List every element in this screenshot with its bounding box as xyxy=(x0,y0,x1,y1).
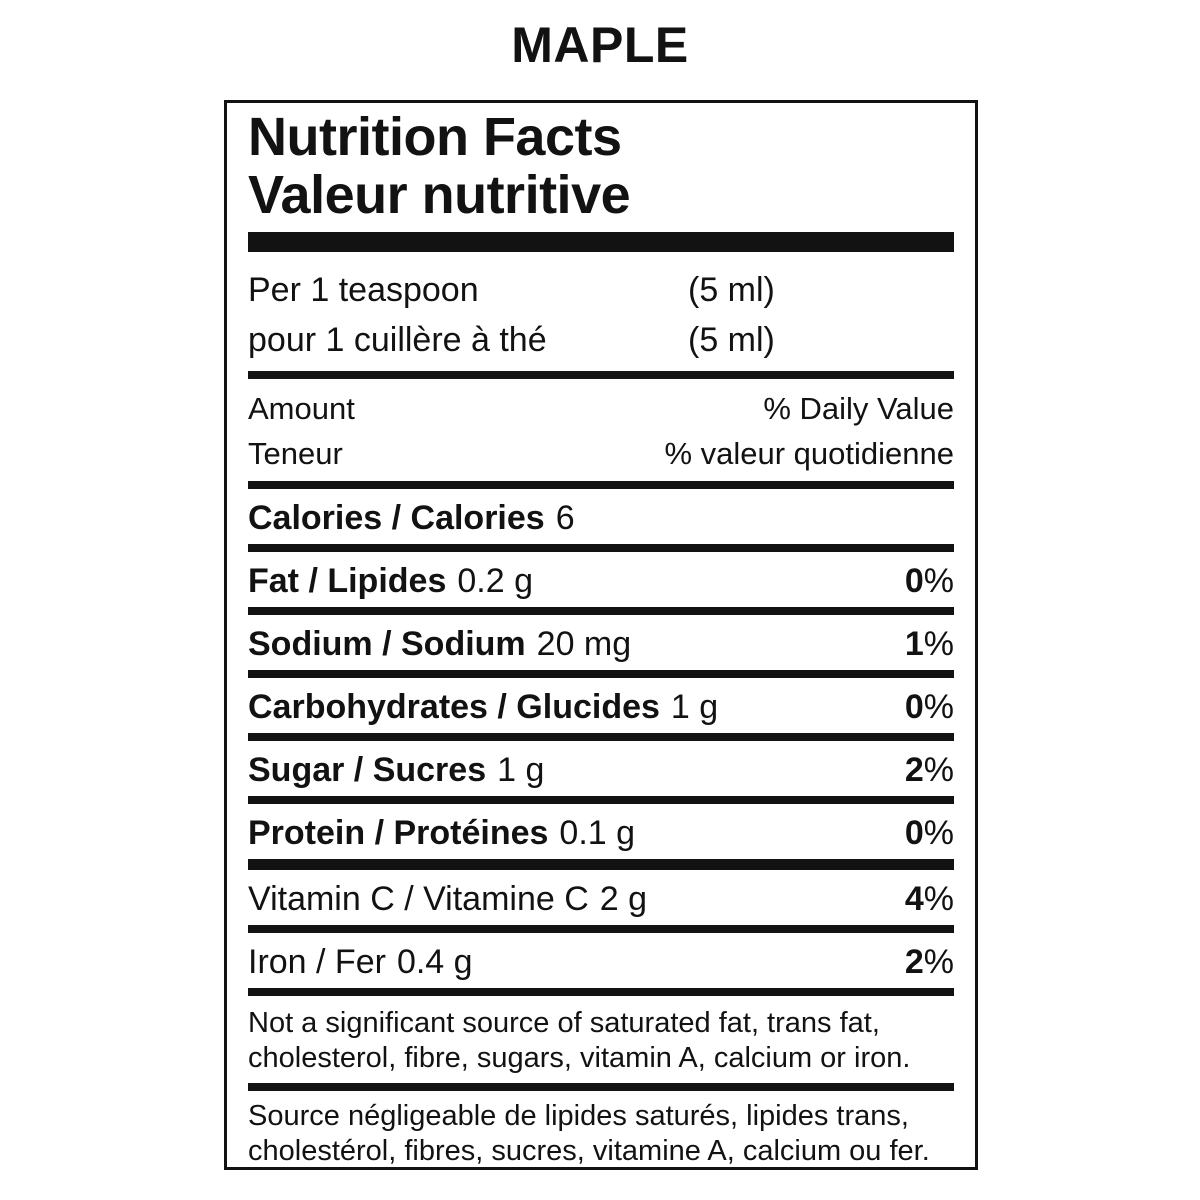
nutrient-name: Sodium / Sodium xyxy=(248,625,526,663)
divider xyxy=(248,371,954,379)
daily-value-header-line-fr: Teneur % valeur quotidienne xyxy=(248,431,954,476)
nutrient-amount: 0.2 g xyxy=(457,562,533,600)
footnote-en: Not a significant source of saturated fa… xyxy=(248,1007,911,1074)
page-title: MAPLE xyxy=(511,17,689,73)
nutrient-amount: 1 g xyxy=(670,688,719,726)
nutrient-row: Sugar / Sucres 1 g 2% xyxy=(248,741,954,804)
nutrient-left: Carbohydrates / Glucides 1 g xyxy=(248,687,718,727)
nutrient-left: Protein / Protéines 0.1 g xyxy=(248,813,635,853)
label-title-en: Nutrition Facts xyxy=(248,107,622,167)
daily-value-label-fr: % valeur quotidienne xyxy=(664,436,954,471)
nutrient-amount: 6 xyxy=(555,499,575,537)
daily-value-percent: 0% xyxy=(904,814,954,852)
nutrient-left: Sodium / Sodium 20 mg xyxy=(248,624,631,664)
daily-value-label-en: % Daily Value xyxy=(763,391,954,426)
serving-line-en: Per 1 teaspoon (5 ml) xyxy=(248,265,954,315)
daily-value-percent: 2% xyxy=(904,751,954,789)
nutrient-name: Carbohydrates / Glucides xyxy=(248,688,660,726)
serving-size-fr: pour 1 cuillère à thé xyxy=(248,321,547,359)
amount-label-en: Amount xyxy=(248,391,355,426)
amount-label-fr: Teneur xyxy=(248,436,343,471)
nutrient-name: Protein / Protéines xyxy=(248,814,549,852)
nutrient-row: Protein / Protéines 0.1 g 0% xyxy=(248,804,954,870)
nutrient-amount: 20 mg xyxy=(536,625,632,663)
nutrient-left: Iron / Fer 0.4 g xyxy=(248,942,473,982)
serving-line-fr: pour 1 cuillère à thé (5 ml) xyxy=(248,315,954,365)
nutrition-label: Nutrition Facts Valeur nutritive Per 1 t… xyxy=(224,100,978,1170)
nutrient-amount: 2 g xyxy=(599,880,648,918)
nutrient-left: Sugar / Sucres 1 g xyxy=(248,750,544,790)
nutrient-row: Fat / Lipides 0.2 g 0% xyxy=(248,552,954,615)
daily-value-percent: 0% xyxy=(904,688,954,726)
footnote-fr: Source négligeable de lipides saturés, l… xyxy=(248,1100,930,1167)
nutrient-name: Fat / Lipides xyxy=(248,562,447,600)
serving-section: Per 1 teaspoon (5 ml) pour 1 cuillère à … xyxy=(248,252,954,371)
nutrient-left: Calories / Calories 6 xyxy=(248,498,575,538)
daily-value-percent: 2% xyxy=(904,943,954,981)
nutrient-row: Sodium / Sodium 20 mg 1% xyxy=(248,615,954,678)
nutrient-left: Vitamin C / Vitamine C 2 g xyxy=(248,879,647,919)
nutrient-rows: Calories / Calories 6 Fat / Lipides 0.2 g … xyxy=(248,489,954,996)
nutrient-name: Calories / Calories xyxy=(248,499,545,537)
label-title: Nutrition Facts Valeur nutritive xyxy=(248,103,954,224)
divider xyxy=(248,481,954,489)
serving-metric-fr: (5 ml) xyxy=(688,321,775,359)
daily-value-percent: 1% xyxy=(904,625,954,663)
nutrient-row: Vitamin C / Vitamine C 2 g 4% xyxy=(248,870,954,933)
daily-value-percent: 4% xyxy=(904,880,954,918)
nutrient-row: Iron / Fer 0.4 g 2% xyxy=(248,933,954,996)
nutrient-amount: 1 g xyxy=(497,751,545,789)
nutrient-name: Vitamin C / Vitamine C xyxy=(248,880,589,918)
daily-value-header: Amount % Daily Value Teneur % valeur quo… xyxy=(248,379,954,481)
nutrient-name: Sugar / Sucres xyxy=(248,751,487,789)
nutrient-left: Fat / Lipides 0.2 g xyxy=(248,561,533,601)
daily-value-percent: 0% xyxy=(904,562,954,600)
nutrient-row: Carbohydrates / Glucides 1 g 0% xyxy=(248,678,954,741)
nutrient-row: Calories / Calories 6 xyxy=(248,489,954,552)
header-separator-bar xyxy=(248,232,954,252)
serving-metric-en: (5 ml) xyxy=(688,271,775,309)
nutrient-amount: 0.4 g xyxy=(396,943,473,981)
nutrient-amount: 0.1 g xyxy=(559,814,636,852)
divider xyxy=(248,1083,954,1091)
daily-value-header-line-en: Amount % Daily Value xyxy=(248,386,954,431)
serving-size-en: Per 1 teaspoon xyxy=(248,271,479,309)
label-title-fr: Valeur nutritive xyxy=(248,165,631,225)
nutrient-name: Iron / Fer xyxy=(248,943,386,981)
